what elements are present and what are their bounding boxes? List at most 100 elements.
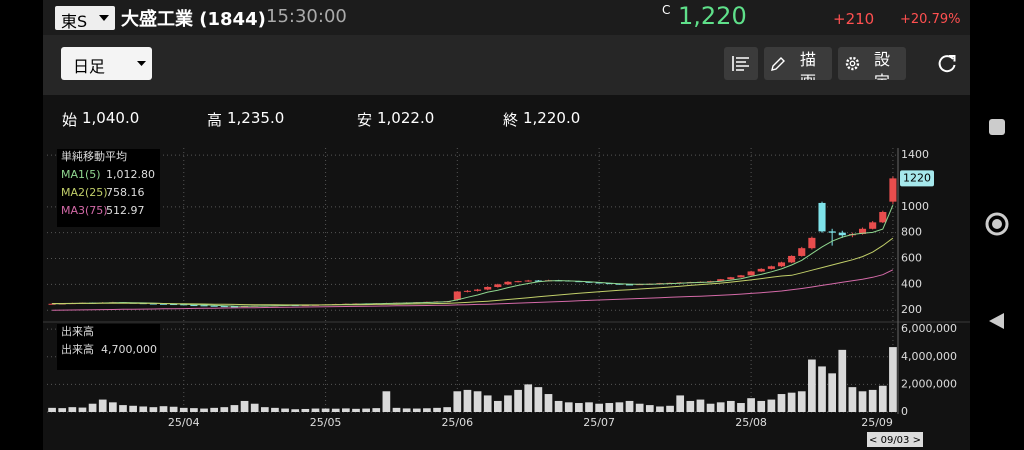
y-tick-label: 400 [901,277,922,290]
volume-bar [372,408,381,412]
settings-button[interactable]: 設定 [838,47,906,80]
pencil-icon [771,57,785,71]
ohlc-label: 高 [207,111,223,129]
volume-bar [58,408,67,412]
volume-bar [615,402,624,412]
volume-bar [402,408,411,412]
legend-value: 512.97 [106,204,145,217]
volume-bar [767,399,776,412]
volume-bar [787,392,796,412]
volume-bar [625,400,634,412]
candle-body [504,281,512,285]
refresh-button[interactable] [936,53,958,75]
volume-bar [524,384,533,412]
candle-body [453,291,461,300]
draw-button[interactable]: 描画 [764,47,832,80]
candle-body [879,211,887,223]
x-tick-label: 25/06 [441,416,473,429]
volume-bar [271,407,279,412]
candle-body [474,289,482,291]
volume-bar [797,391,806,412]
market-select[interactable]: 東S [55,6,115,31]
dropdown-arrow [99,15,109,21]
candle-body [828,231,836,233]
volume-bar [412,408,421,412]
candle-body [159,303,168,305]
candle-body [484,286,492,290]
market-label: 東S [61,12,88,31]
y-tick-label: 600 [901,252,922,265]
volume-bar [200,408,208,412]
back-button[interactable] [989,313,1004,329]
volume-bar [808,359,816,412]
candle-body [615,283,623,285]
ohlc-label: 安 [357,111,373,129]
candle-body [777,262,786,267]
ohlc-label: 始 [62,111,78,129]
volume-bar [493,400,502,412]
volume-bar [311,408,320,412]
candle-body [737,275,745,278]
volume-bar [696,399,705,412]
volume-bar [818,366,826,412]
volume-bar [656,406,664,412]
home-dot [992,219,1002,229]
volume-bar [342,408,350,412]
volume-bar [220,407,229,412]
legend-name: MA3(75) [61,204,108,217]
android-nav [985,119,1009,329]
volume-bar [301,408,310,412]
candle-body [767,266,775,269]
volume-bar [889,347,897,412]
volume-bar [858,391,867,412]
volume-bar [88,403,97,412]
volume-bar [281,408,289,412]
y-tick-label: 0 [901,405,908,418]
volume-bar [433,407,441,412]
candle-body [625,284,634,286]
volume-bar [392,407,401,412]
candle-body [788,255,796,263]
volume-bar [230,405,239,412]
x-tick-label: 25/04 [168,416,200,429]
volume-bar [210,407,219,412]
candle-body [798,248,806,256]
volume-bar [585,402,593,412]
y-tick-label: 1000 [901,200,929,213]
stock-name: 大盛工業 (1844) [121,9,266,30]
volume-bar [190,408,198,412]
price-change: +210 [833,10,875,28]
indicator-button[interactable] [724,47,758,80]
volume-title: 出来高 [61,324,94,338]
list-icon [732,56,749,71]
ma-line [52,205,894,307]
candle-body [717,279,725,282]
recents-button[interactable] [989,119,1005,135]
home-button[interactable] [985,212,1009,236]
candle-body [585,281,593,283]
volume-bar [463,389,472,412]
candle-body [170,304,178,306]
period-label: 日足 [73,57,106,76]
volume-bar [838,349,847,412]
volume-bar [473,391,482,412]
ohlc-value: 1,022.0 [377,109,435,127]
candle-body [858,228,867,234]
candle-body [534,280,542,282]
y-tick-label: 2,000,000 [901,377,957,390]
candle-body [514,281,522,283]
candle-body [757,268,765,272]
draw-label: 描画 [800,50,817,80]
volume-bar [777,394,786,412]
time: 15:30:00 [266,6,347,27]
volume-bar [554,400,563,412]
legend-name: MA1(5) [61,168,101,181]
candle-body [595,282,603,284]
period-select[interactable]: 日足 [61,47,152,80]
y-tick-label: 6,000,000 [901,322,957,335]
volume-bar [544,394,553,412]
candle-body [149,303,157,305]
volume-bar [139,406,148,412]
